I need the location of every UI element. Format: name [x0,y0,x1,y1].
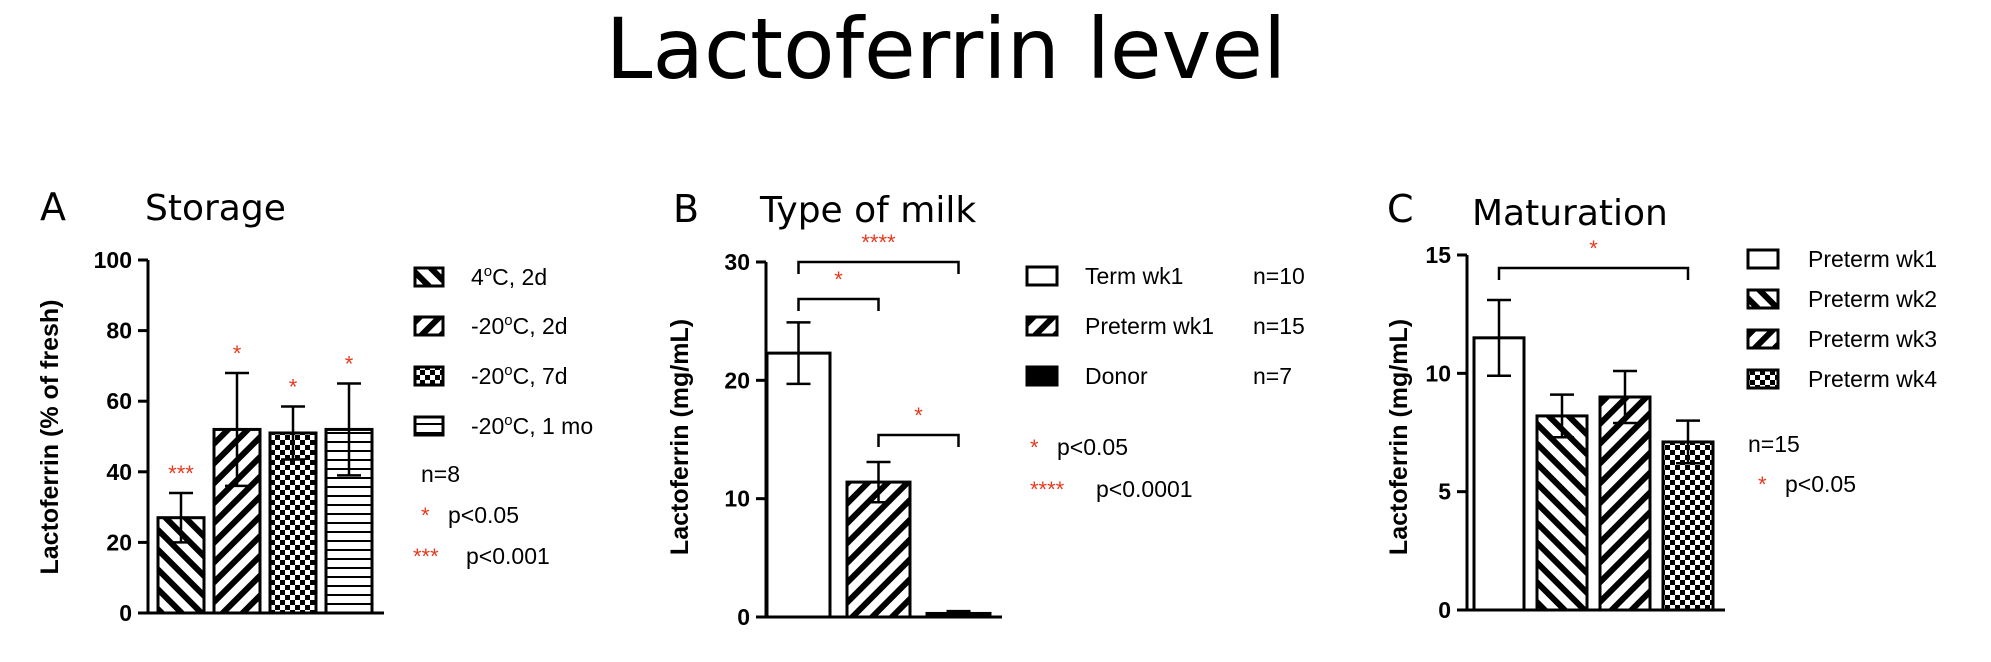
legend-label: -20oC, 2d [471,312,568,339]
legend-swatch [1746,288,1780,310]
y-tick-label: 40 [106,459,132,485]
legend-label: Preterm wk1 [1808,246,1937,272]
significance-bracket [797,297,880,311]
y-tick-label: 20 [106,529,132,555]
y-axis-label: Lactoferrin (% of fresh) [36,299,64,574]
note-text: p<0.05 [448,502,519,528]
panel-B: B Type of milk 0 10 20 30 Lactoferrin (mg/mL) *… [666,187,1305,630]
panel-A: A Storage 0 20 40 60 80 100 Lactoferrin (% of fr… [36,185,593,626]
legend-label: -20oC, 1 mo [471,412,593,439]
y-tick-label: 10 [724,486,750,512]
panel-letter: C [1387,187,1414,231]
legend-swatch [1746,328,1780,350]
note-text: n=15 [1748,431,1800,457]
figure-title: Lactoferrin level [606,0,1287,98]
legend-label: -20oC, 7d [471,362,568,389]
note-text: p<0.001 [466,543,550,569]
panel-title: Type of milk [759,190,976,231]
legend-swatch [413,315,445,337]
significance-mark: * [345,352,354,377]
bar-3 [1598,395,1652,612]
y-tick-label: 5 [1438,479,1451,505]
y-tick-label: 20 [724,367,750,393]
legend-swatch [1025,315,1059,337]
significance-mark: * [233,341,242,366]
note-stars: * [1030,435,1039,460]
significance-bracket [797,260,960,274]
note-stars: **** [1030,477,1065,502]
legend-label: Preterm wk2 [1808,286,1937,312]
legend-n: n=15 [1253,313,1305,339]
bar-3 [268,431,318,615]
legend-swatch [413,415,445,437]
legend-swatch [1025,265,1059,287]
note-stars: *** [413,544,439,569]
bracket-stars: * [914,403,923,428]
y-tick-label: 0 [119,600,132,626]
panel-C: C Maturation 0 5 10 15 Lactoferrin (mg/mL) * Pre… [1385,187,1937,623]
legend-label: Preterm wk4 [1808,366,1937,392]
note-text: p<0.0001 [1096,476,1193,502]
legend-n: n=10 [1253,263,1305,289]
bracket-stars: * [834,267,843,292]
note-text: n=8 [421,461,460,487]
bar-2 [1535,414,1589,612]
y-tick-label: 0 [737,604,750,630]
y-tick-label: 10 [1425,360,1451,386]
bar-1 [1472,336,1526,612]
legend-label: Donor [1085,363,1148,389]
panel-title: Maturation [1472,193,1668,234]
legend-label: 4oC, 2d [471,263,547,290]
note-stars: * [1758,472,1767,497]
y-tick-label: 15 [1425,242,1451,268]
note-text: p<0.05 [1057,434,1128,460]
y-axis-label: Lactoferrin (mg/mL) [666,319,694,555]
legend-swatch [1746,368,1780,390]
legend-label: Preterm wk1 [1085,313,1214,339]
legend-n: n=7 [1253,363,1292,389]
y-tick-label: 30 [724,249,750,275]
significance-mark: * [289,374,298,399]
y-tick-label: 60 [106,388,132,414]
y-axis-label: Lactoferrin (mg/mL) [1385,319,1413,555]
significance-mark: *** [168,461,194,486]
y-tick-label: 80 [106,318,132,344]
significance-bracket [1497,266,1690,280]
significance-bracket [877,433,960,447]
panel-title: Storage [145,188,286,229]
bar-4 [1661,440,1715,612]
y-tick-label: 100 [94,247,132,273]
legend-label: Preterm wk3 [1808,326,1937,352]
legend-label: Term wk1 [1085,263,1183,289]
legend-swatch [413,365,445,387]
note-text: p<0.05 [1785,471,1856,497]
legend-swatch [1746,248,1780,270]
legend-swatch [1025,365,1059,387]
legend-swatch [413,266,445,288]
note-stars: * [421,503,430,528]
panel-letter: B [673,187,699,231]
bracket-stars: **** [861,230,896,255]
bracket-stars: * [1589,236,1598,261]
y-tick-label: 0 [1438,597,1451,623]
bar-1 [765,351,832,619]
panel-letter: A [40,185,66,229]
